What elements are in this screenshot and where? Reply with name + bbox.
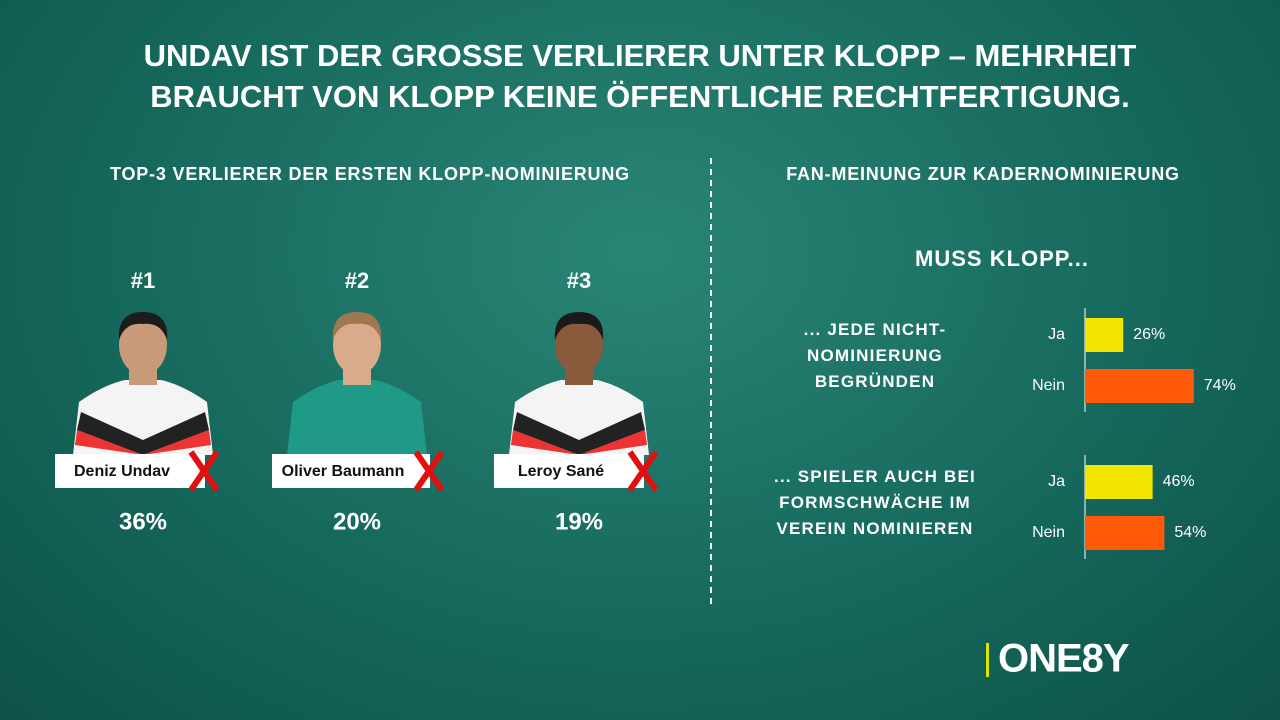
cross bbox=[413, 450, 445, 492]
value-label: 46% bbox=[1163, 473, 1195, 490]
cross bbox=[627, 450, 659, 492]
jersey-stripe bbox=[77, 412, 209, 455]
share: 36% bbox=[119, 508, 167, 535]
player-name: Deniz Undav bbox=[74, 463, 170, 480]
cross bbox=[188, 450, 220, 492]
chart-title: FAN-MEINUNG ZUR KADERNOMINIERUNG bbox=[786, 164, 1180, 184]
name-box bbox=[272, 454, 430, 488]
title: BRAUCHT VON KLOPP KEINE ÖFFENTLICHE RECH… bbox=[150, 79, 1129, 114]
name-box bbox=[55, 454, 205, 488]
rank: #2 bbox=[345, 268, 369, 293]
logo-bar bbox=[986, 643, 989, 677]
face bbox=[555, 315, 603, 375]
bar bbox=[1085, 369, 1194, 403]
title: UNDAV IST DER GROSSE VERLIERER UNTER KLO… bbox=[144, 38, 1137, 73]
rank: #3 bbox=[567, 268, 591, 293]
rank: #1 bbox=[131, 268, 155, 293]
share: 19% bbox=[555, 508, 603, 535]
player-name: Leroy Sané bbox=[518, 463, 604, 480]
jersey-stripe bbox=[511, 430, 647, 455]
section-title: TOP-3 VERLIERER DER ERSTEN KLOPP-NOMINIE… bbox=[110, 164, 630, 184]
value-label: 54% bbox=[1174, 524, 1206, 541]
bar bbox=[1085, 516, 1165, 550]
jersey-stripe bbox=[75, 430, 211, 455]
value-label: 74% bbox=[1204, 377, 1236, 394]
value-label: 26% bbox=[1133, 326, 1165, 343]
face bbox=[333, 315, 381, 375]
hair bbox=[118, 312, 168, 340]
logo: ONE8Y bbox=[998, 637, 1130, 681]
chart-subtitle: MUSS KLOPP... bbox=[915, 246, 1089, 271]
hair bbox=[554, 312, 604, 340]
series-label: Ja bbox=[1048, 473, 1065, 490]
player-name: Oliver Baumann bbox=[282, 463, 405, 480]
jersey bbox=[287, 380, 427, 455]
bar bbox=[1085, 465, 1153, 499]
name-box bbox=[494, 454, 644, 488]
series-label: Nein bbox=[1032, 377, 1065, 394]
face bbox=[119, 315, 167, 375]
series-label: Ja bbox=[1048, 326, 1065, 343]
series-label: Nein bbox=[1032, 524, 1065, 541]
share: 20% bbox=[333, 508, 381, 535]
category-label: ... JEDE NICHT-NOMINIERUNG BEGRÜNDEN bbox=[803, 320, 947, 391]
hair bbox=[332, 312, 382, 340]
bar bbox=[1085, 318, 1124, 352]
jersey-stripe bbox=[513, 412, 645, 455]
category-label: ... SPIELER AUCH BEI FORMSCHWÄCHE IM VER… bbox=[774, 467, 976, 538]
